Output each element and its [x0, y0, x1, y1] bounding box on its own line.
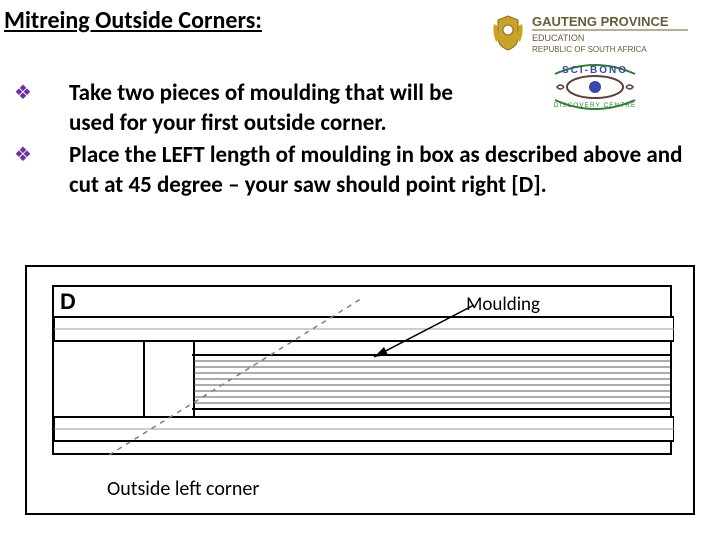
- bullet-icon: ❖: [14, 78, 69, 108]
- coat-of-arms-icon: [493, 16, 522, 50]
- diagram-caption: Outside left corner: [107, 477, 259, 501]
- gauteng-sub1: EDUCATION: [532, 33, 584, 43]
- gauteng-title: GAUTENG PROVINCE: [532, 14, 669, 29]
- list-item: ❖ Place the LEFT length of moulding in b…: [14, 140, 694, 200]
- diagram-frame: D Moulding: [52, 285, 672, 455]
- bullet-list: ❖ Take two pieces of moulding that will …: [14, 78, 694, 202]
- scibono-title: SCI-BONO: [562, 65, 628, 76]
- bullet-icon: ❖: [14, 140, 69, 170]
- page-title: Mitreing Outside Corners:: [4, 6, 262, 35]
- bullet-text: Take two pieces of moulding that will be…: [69, 78, 489, 138]
- list-item: ❖ Take two pieces of moulding that will …: [14, 78, 694, 138]
- mitre-box-svg: [54, 287, 674, 457]
- bullet-text: Place the LEFT length of moulding in box…: [69, 140, 694, 200]
- gauteng-sub2: REPUBLIC OF SOUTH AFRICA: [532, 45, 647, 54]
- diagram-container: D Moulding Outside left corner: [25, 265, 695, 515]
- gauteng-province-logo: GAUTENG PROVINCE EDUCATION REPUBLIC OF S…: [490, 10, 690, 55]
